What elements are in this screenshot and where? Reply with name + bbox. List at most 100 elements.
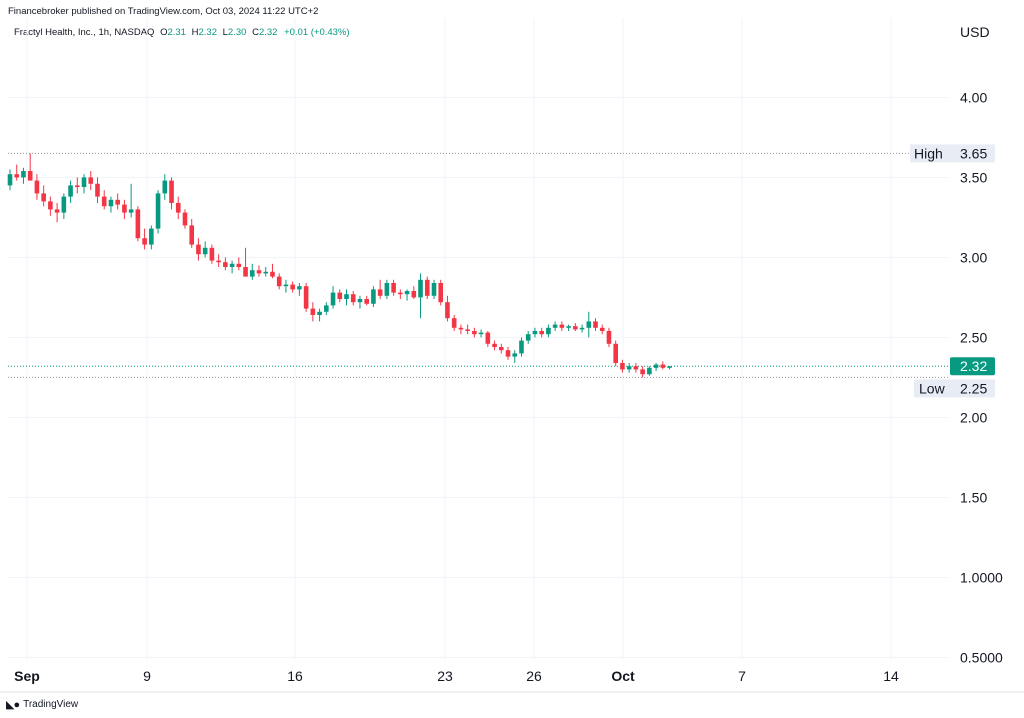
candle-body: [7, 174, 13, 186]
candle-body: [391, 283, 396, 293]
candle-body: [586, 321, 592, 328]
symbol-legend: Fractyl Health, Inc., 1h, NASDAQ O2.31 H…: [14, 27, 350, 38]
candle: [236, 257, 242, 271]
candle: [209, 244, 215, 264]
last-price-tag-value: 2.32: [960, 358, 987, 374]
candle-body: [155, 193, 161, 229]
candle: [81, 174, 87, 194]
candle-body: [344, 294, 349, 299]
candle: [175, 196, 181, 219]
candle: [297, 283, 302, 296]
tradingview-logo[interactable]: ◣● TradingView: [6, 698, 78, 711]
candle-body: [54, 209, 60, 213]
candle-body: [182, 212, 188, 226]
candle-body: [61, 196, 67, 213]
x-tick-label: Sep: [14, 668, 40, 684]
candle-body: [472, 331, 477, 335]
candle: [162, 174, 168, 200]
price-axis[interactable]: USD 4.00 3.50 3.00 2.50 2.00 1.50 1.0000 0.5000: [960, 24, 1003, 665]
price-tags: High 3.65 Low 2.25 2.32: [910, 144, 995, 398]
candle: [579, 324, 585, 333]
candle-body: [357, 299, 363, 303]
candle: [14, 164, 20, 181]
ohlc-high-label: H: [191, 27, 199, 38]
candle-body: [81, 177, 87, 187]
candle: [431, 279, 437, 299]
x-tick-label: 9: [143, 668, 151, 684]
candle: [256, 265, 262, 277]
candle: [377, 279, 383, 299]
low-tag-value: 2.25: [960, 380, 987, 396]
candle-body: [95, 183, 100, 197]
ohlc-low-label: L: [222, 27, 228, 38]
candle: [398, 289, 403, 299]
candle-body: [539, 331, 544, 335]
low-tag-bg: [914, 379, 995, 398]
candle-body: [438, 283, 444, 303]
candle: [593, 318, 598, 331]
candle: [283, 279, 289, 293]
candle-body: [519, 340, 524, 354]
grid: [0, 18, 1024, 693]
candle: [243, 247, 248, 277]
candle: [411, 286, 417, 299]
candle-body: [68, 185, 73, 197]
candle: [108, 196, 114, 213]
candle-body: [599, 327, 605, 331]
candle: [606, 327, 612, 347]
currency-label[interactable]: USD: [960, 24, 990, 40]
candle: [404, 289, 410, 301]
candle: [525, 331, 531, 344]
time-axis[interactable]: Sep 9 16 23 26 Oct 7 14: [14, 668, 899, 684]
candle-body: [640, 369, 645, 375]
candle: [357, 295, 363, 309]
candle-body: [270, 271, 275, 277]
last-price-tag-bg: [950, 357, 995, 376]
candle-body: [101, 196, 107, 207]
candle-body: [216, 260, 221, 263]
candle: [317, 308, 322, 322]
candle-body: [633, 366, 639, 370]
candle-body: [135, 209, 141, 239]
candle-body: [169, 180, 174, 203]
candle: [573, 323, 578, 331]
x-tick-label: 23: [437, 668, 453, 684]
candle-body: [418, 279, 423, 298]
candle: [324, 302, 329, 315]
y-tick-label: 1.50: [960, 489, 987, 505]
candle: [586, 311, 592, 338]
candle-body: [498, 347, 504, 351]
candle: [169, 177, 174, 210]
y-tick-label: 2.00: [960, 409, 987, 425]
x-tick-label: 26: [526, 668, 542, 684]
candle-body: [492, 343, 497, 347]
candle: [640, 366, 645, 378]
candle-body: [175, 203, 181, 213]
candle: [276, 273, 282, 290]
candle-body: [128, 209, 134, 213]
candle-body: [34, 180, 40, 194]
candle: [653, 363, 659, 371]
y-tick-label: 3.00: [960, 249, 987, 265]
candle-body: [620, 363, 625, 370]
candle: [135, 206, 141, 242]
candle: [303, 283, 309, 312]
high-tag-bg: [910, 144, 995, 163]
candle: [68, 180, 73, 203]
candle-body: [667, 366, 672, 368]
candle-body: [317, 311, 322, 315]
candle-body: [310, 308, 316, 315]
candle-body: [142, 238, 147, 245]
candle: [189, 219, 195, 248]
candle-body: [364, 299, 369, 304]
candle-body: [626, 366, 632, 370]
candle-body: [324, 305, 329, 312]
last-price-tag: 2.32: [950, 357, 995, 376]
candle-body: [505, 350, 511, 357]
symbol-name[interactable]: Fractyl Health, Inc., 1h, NASDAQ: [14, 27, 155, 38]
ohlc-close-label: C: [252, 27, 259, 38]
y-tick-label: 1.0000: [960, 569, 1003, 585]
candle: [519, 337, 524, 357]
candle: [667, 366, 672, 370]
